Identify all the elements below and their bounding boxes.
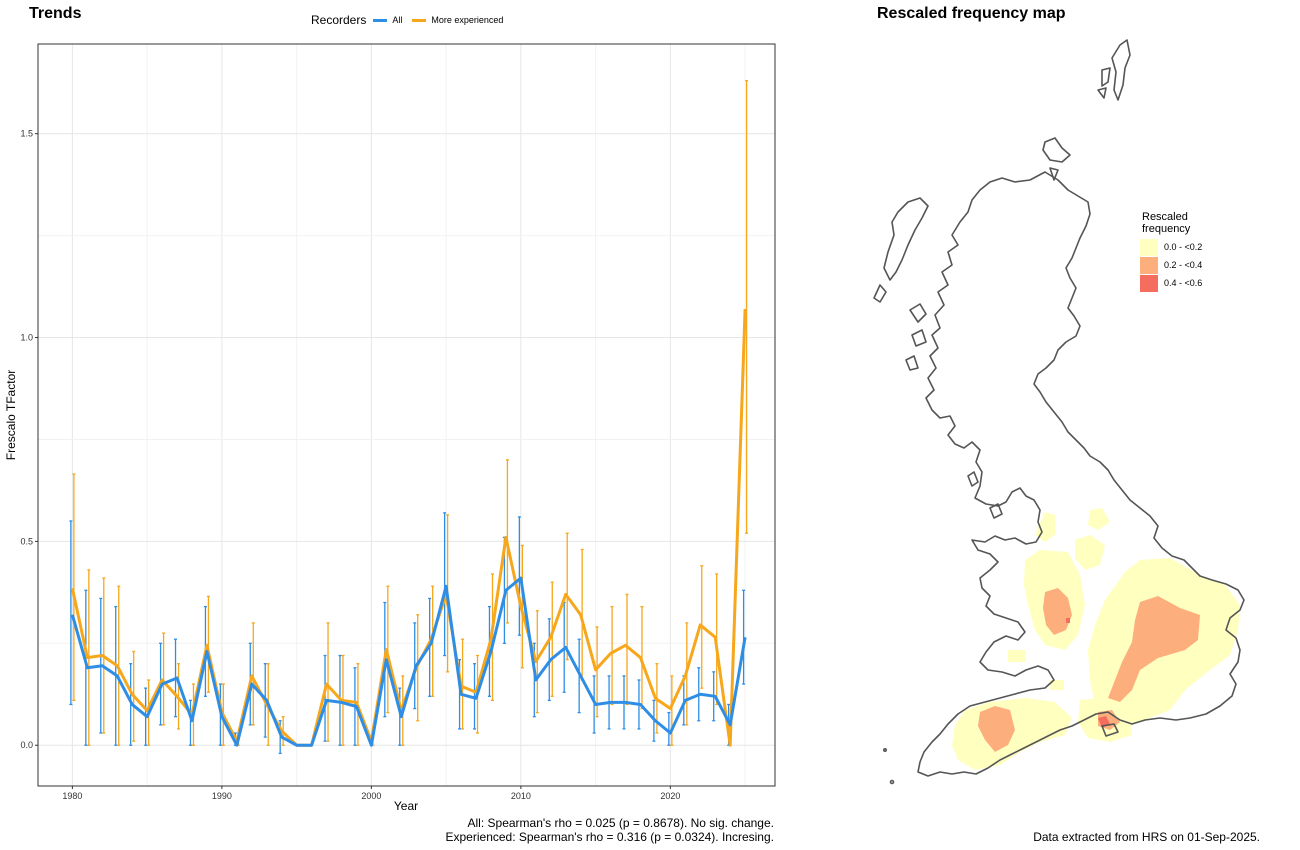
grid <box>38 44 775 786</box>
trends-title: Trends <box>29 5 82 22</box>
frequency-map <box>873 39 1245 785</box>
tick-labels: 1980 1990 2000 2010 2020 0.0 0.5 1.0 1.5 <box>20 129 680 801</box>
map-legend-item: 0.4 - <0.6 <box>1140 274 1202 292</box>
data-source-caption: Data extracted from HRS on 01-Sep-2025. <box>1033 830 1260 844</box>
map-title: Rescaled frequency map <box>877 5 1066 22</box>
map-legend-item: 0.2 - <0.4 <box>1140 256 1202 274</box>
legend-label-experienced: More experienced <box>431 15 504 25</box>
error-bars <box>69 80 749 755</box>
map-legend-item: 0.0 - <0.2 <box>1140 238 1202 256</box>
x-tick-label: 2000 <box>361 791 381 801</box>
legend-title: Recorders <box>311 13 367 27</box>
series-line-all <box>70 576 747 747</box>
map-legend-swatch-low <box>1140 238 1158 256</box>
map-legend-label-mid: 0.2 - <0.4 <box>1164 260 1203 270</box>
map-legend-label-high: 0.4 - <0.6 <box>1164 278 1203 288</box>
x-tick-label: 1980 <box>62 791 82 801</box>
x-axis-title: Year <box>394 799 418 813</box>
x-tick-label: 2010 <box>511 791 531 801</box>
legend-swatch-all <box>373 18 388 22</box>
map-legend-swatch-mid <box>1140 256 1158 274</box>
map-legend-label-low: 0.0 - <0.2 <box>1164 242 1203 252</box>
trends-chart: 1980 1990 2000 2010 2020 0.0 0.5 1.0 1.5 Year Fr… <box>4 43 776 813</box>
series-lines <box>70 308 747 747</box>
map-legend-title-line2: frequency <box>1142 223 1191 235</box>
plot-border <box>37 43 776 787</box>
stats-caption-all: All: Spearman's rho = 0.025 (p = 0.8678)… <box>467 816 774 830</box>
legend-label-all: All <box>392 15 403 25</box>
map-legend-swatch-high <box>1140 274 1158 292</box>
y-axis-title: Frescalo TFactor <box>4 370 18 460</box>
x-tick-label: 1990 <box>212 791 232 801</box>
y-tick-label: 0.0 <box>20 740 33 750</box>
map-legend: 0.0 - <0.2 0.2 - <0.4 0.4 - <0.6 <box>1140 238 1202 292</box>
chart-legend: Recorders All More experienced <box>311 13 503 27</box>
stats-caption-experienced: Experienced: Spearman's rho = 0.316 (p =… <box>445 830 775 844</box>
x-tick-label: 2020 <box>660 791 680 801</box>
map-legend-title-line1: Rescaled <box>1142 211 1188 223</box>
legend-swatch-experienced <box>412 18 427 22</box>
coastline <box>873 39 1245 785</box>
y-tick-label: 0.5 <box>20 536 33 546</box>
y-tick-label: 1.0 <box>20 333 33 343</box>
y-tick-label: 1.5 <box>20 129 33 139</box>
map-legend-title: Rescaled frequency <box>1142 211 1190 235</box>
